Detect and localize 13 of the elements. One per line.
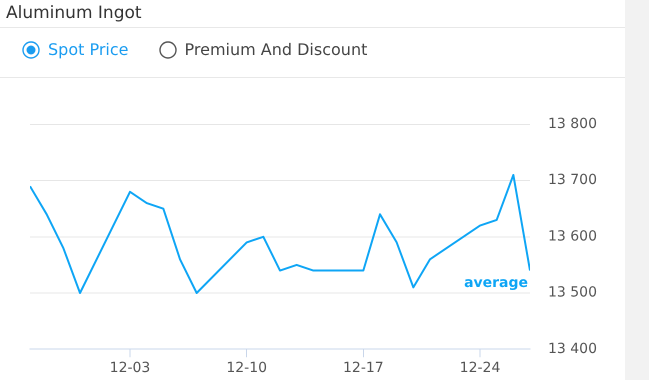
series-label: average xyxy=(464,275,528,292)
x-tick-label: 12-10 xyxy=(226,360,268,376)
y-tick-label: 13 500 xyxy=(548,284,598,301)
y-tick-label: 13 600 xyxy=(548,228,598,244)
x-tick-label: 12-17 xyxy=(343,360,384,376)
y-tick-label: 13 800 xyxy=(548,116,598,132)
x-tick-label: 12-03 xyxy=(110,360,150,376)
chart-title: Aluminum Ingot xyxy=(6,3,142,23)
y-tick-label: 13 400 xyxy=(548,340,598,357)
text: Spot Price xyxy=(48,40,128,59)
text: Premium And Discount xyxy=(184,40,368,59)
y-tick-label: 13 700 xyxy=(548,172,598,188)
x-tick-label: 12-24 xyxy=(460,360,500,376)
